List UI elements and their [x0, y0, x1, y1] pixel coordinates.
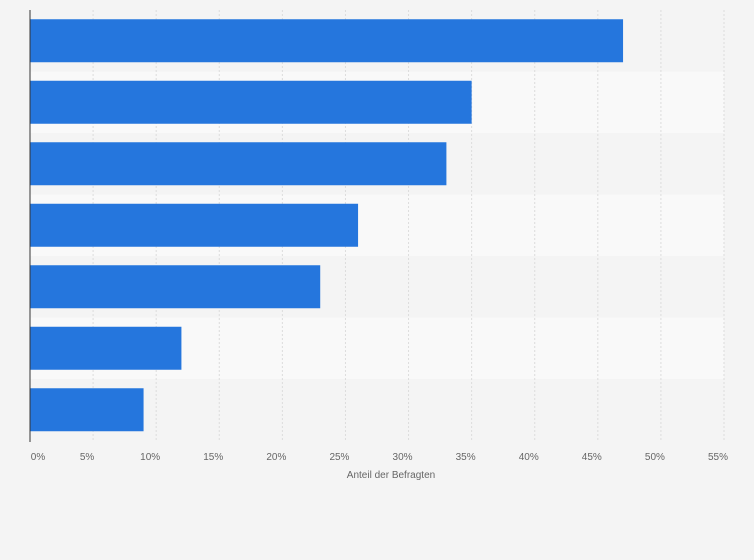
bar-6[interactable]	[30, 326, 182, 370]
bar-7[interactable]	[30, 388, 144, 432]
x-axis-title: Anteil der Befragten	[347, 470, 435, 481]
x-tick-label: 25%	[329, 452, 349, 463]
bar-2[interactable]	[30, 80, 472, 124]
x-axis-ticks: 0% 5% 10% 15% 20% 25% 30% 35% 40% 45% 50% 55%	[31, 452, 728, 463]
row-band-7	[30, 379, 724, 442]
x-tick-label: 10%	[140, 452, 160, 463]
bar-3[interactable]	[30, 142, 447, 186]
x-tick-label: 15%	[203, 452, 223, 463]
bar-4[interactable]	[30, 203, 359, 247]
x-tick-label: 20%	[266, 452, 286, 463]
x-tick-label: 35%	[456, 452, 476, 463]
x-tick-label: 5%	[80, 452, 95, 463]
x-tick-label: 40%	[519, 452, 539, 463]
x-tick-label: 30%	[393, 452, 413, 463]
x-tick-label: 55%	[708, 452, 728, 463]
bar-1[interactable]	[30, 19, 624, 63]
bar-5[interactable]	[30, 265, 321, 309]
bars	[30, 19, 624, 432]
x-tick-label: 45%	[582, 452, 602, 463]
x-tick-label: 50%	[645, 452, 665, 463]
x-tick-label: 0%	[31, 452, 46, 463]
